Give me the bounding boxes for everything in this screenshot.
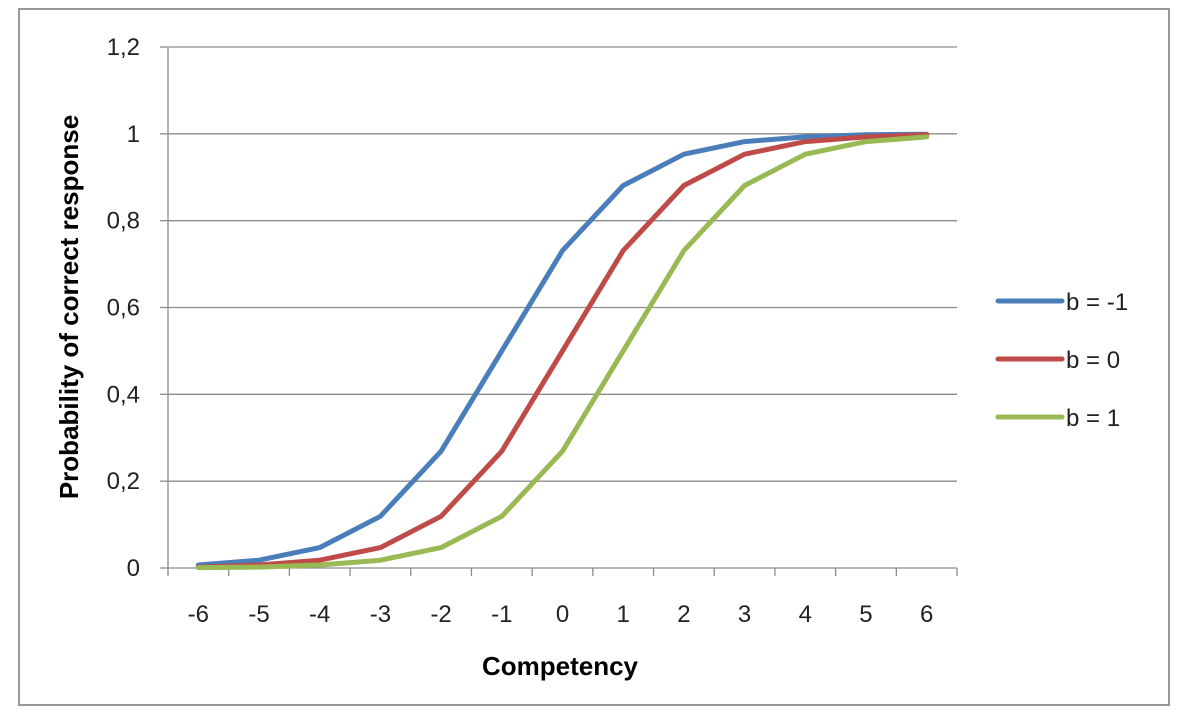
x-tick-label: 1	[617, 601, 630, 628]
y-tick-label: 0,6	[107, 295, 140, 322]
series-line	[195, 132, 930, 570]
legend-label: b = 1	[1066, 405, 1120, 432]
series-line	[195, 134, 930, 571]
legend: b = -1 b = 0 b = 1	[995, 289, 1128, 432]
x-tick-label: 3	[738, 601, 751, 628]
x-tick-label: 2	[677, 601, 690, 628]
y-tick-label: 0,2	[107, 468, 140, 495]
x-tick-label: -5	[248, 601, 269, 628]
x-tick-label: 0	[556, 601, 569, 628]
x-tick-label: -2	[430, 601, 451, 628]
y-tick-label: 0	[127, 555, 140, 582]
x-tick-label: -1	[491, 601, 512, 628]
gridlines	[168, 46, 957, 482]
y-tick-label: 1	[127, 121, 140, 148]
chart-frame	[18, 8, 1170, 706]
x-tick-label: 5	[859, 601, 872, 628]
x-tick-label: 6	[920, 601, 933, 628]
y-tick-label: 1,2	[107, 34, 140, 61]
x-tick-label: 4	[799, 601, 812, 628]
y-tick-label: 0,4	[107, 381, 140, 408]
legend-label: b = 0	[1066, 347, 1120, 374]
x-tick-label: -6	[188, 601, 209, 628]
x-tick-label: -3	[370, 601, 391, 628]
axes: 0 0,2 0,4 0,6 0,8 1 1,2 -6 -5 -4 -3 -2 -1 0 1 2 3 4 5 6	[107, 34, 958, 628]
y-tick-label: 0,8	[107, 208, 140, 235]
series-line	[195, 131, 930, 568]
y-axis-title: Probability of correct response	[54, 115, 84, 499]
legend-label: b = -1	[1066, 289, 1128, 316]
x-tick-label: -4	[309, 601, 330, 628]
x-axis-title: Competency	[482, 651, 639, 681]
series-lines	[195, 131, 930, 571]
